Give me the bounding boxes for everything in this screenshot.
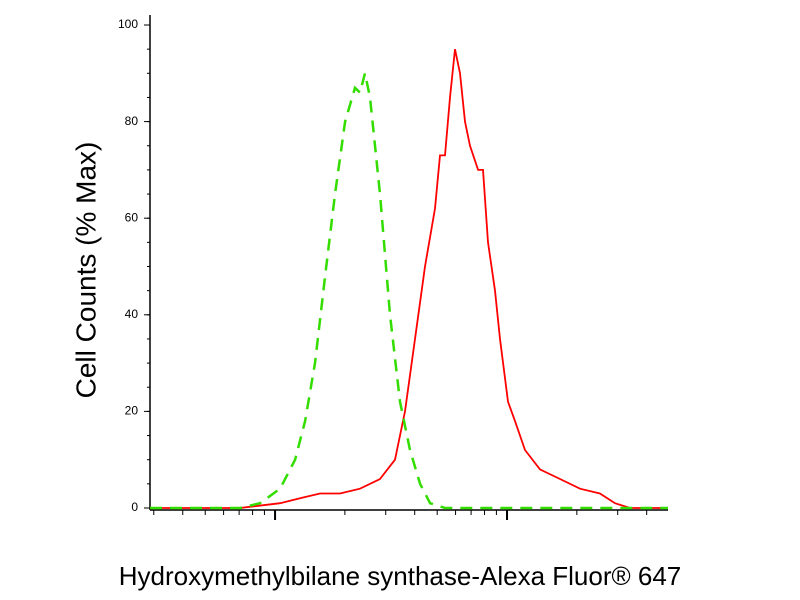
y-tick-label: 80 [125,114,139,128]
series-line [150,72,668,510]
y-axis-label: Cell Counts (% Max) [70,142,101,399]
series-line [150,49,668,509]
x-axis-label: Hydroxymethylbilane synthase-Alexa Fluor… [119,561,682,591]
y-tick-label: 20 [125,404,139,418]
y-tick-label: 40 [125,307,139,321]
y-tick-label: 60 [125,210,139,224]
y-tick-label: 100 [118,17,138,31]
y-tick-label: 0 [131,500,138,514]
